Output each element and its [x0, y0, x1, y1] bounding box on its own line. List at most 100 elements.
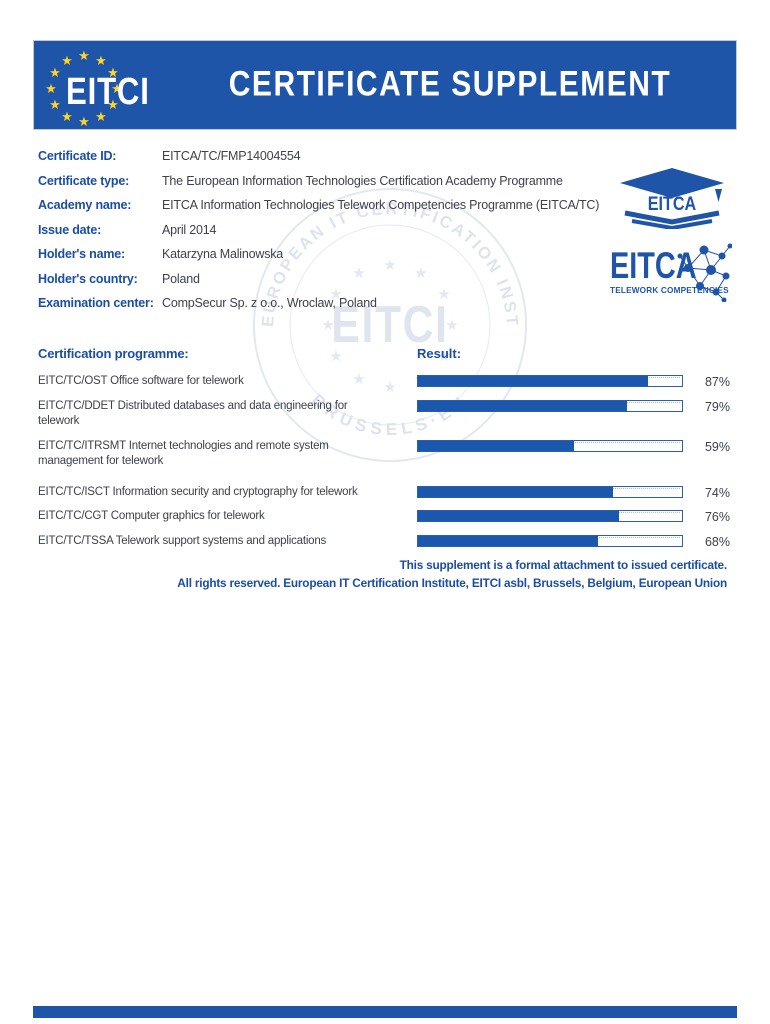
result-progress-fill: [418, 511, 619, 521]
svg-text:★: ★: [111, 81, 123, 96]
watermark-outer-ring: [253, 188, 527, 462]
programme-row-label: EITC/TC/ISCT Information security and cr…: [38, 485, 358, 498]
svg-text:★: ★: [383, 257, 396, 274]
detail-label: Issue date:: [38, 222, 102, 237]
bottom-bar: [33, 1006, 737, 1018]
svg-text:★: ★: [437, 348, 450, 365]
cap-base-layer-1: [624, 210, 720, 225]
detail-label: Certificate type:: [38, 173, 130, 188]
detail-label: Certificate ID:: [38, 149, 117, 163]
programme-header: Certification programme: Result:: [38, 346, 730, 362]
result-progress-fill: [418, 535, 598, 546]
result-percent: 59%: [704, 439, 730, 454]
watermark-inner-ring: [289, 224, 491, 426]
result-progress-bar: [417, 510, 683, 522]
eitci-logo-text: EITCI: [66, 71, 150, 113]
svg-text:★: ★: [437, 286, 450, 303]
detail-value: Poland: [162, 271, 200, 286]
footer-line-2: All rights reserved. European IT Certifi…: [177, 576, 727, 590]
footer-line-1: This supplement is a formal attachment t…: [399, 558, 728, 572]
watermark-center-text-group: EITCI: [331, 296, 448, 354]
banner-title-wrap: CERTIFICATE SUPPLEMENT: [174, 41, 726, 129]
detail-value: EITCA Information Technologies Telework …: [162, 198, 600, 212]
result-percent: 79%: [704, 399, 730, 414]
watermark-stars-ring: ★★★ ★★★ ★★★ ★★★: [321, 257, 458, 396]
result-percent: 68%: [704, 534, 730, 549]
cap-base-layer-2: [631, 219, 713, 229]
programme-row-label: EITC/TC/TSSA Telework support systems an…: [38, 534, 327, 547]
svg-text:★: ★: [321, 317, 334, 334]
footer-notice: This supplement is a formal attachment t…: [177, 556, 727, 592]
result-percent: 76%: [704, 510, 730, 524]
svg-text:★: ★: [61, 109, 73, 124]
svg-text:★: ★: [45, 81, 57, 96]
watermark-center-text: EITCI: [331, 296, 448, 354]
result-progress-fill: [418, 400, 627, 411]
header-banner: ★ ★ ★ ★ ★ ★ ★ ★ ★ ★ ★ ★ EITCI CERTIFICATE SUPPLE…: [33, 40, 737, 130]
svg-text:★: ★: [107, 97, 119, 112]
programme-rows: EITC/TC/OST Office software for telework…: [38, 374, 730, 549]
detail-value: CompSecur Sp. z o.o., Wroclaw, Poland: [162, 296, 377, 310]
programme-row-label: EITC/TC/CGT Computer graphics for telewo…: [38, 510, 265, 522]
programme-row: EITC/TC/ITRSMT Internet technologies and…: [38, 439, 730, 470]
svg-text:★: ★: [49, 97, 61, 112]
cap-board: [620, 168, 724, 198]
svg-text:★: ★: [414, 265, 427, 282]
svg-text:★: ★: [49, 65, 61, 80]
cap-tassel: [715, 189, 722, 202]
programme-row: EITC/TC/ISCT Information security and cr…: [38, 485, 730, 501]
result-percent: 74%: [704, 485, 730, 500]
eitci-logo-text-group: EITCI: [66, 71, 150, 113]
svg-text:★: ★: [352, 265, 365, 282]
result-progress-bar: [417, 485, 683, 498]
svg-text:★: ★: [383, 379, 396, 396]
result-progress-fill: [418, 376, 648, 386]
svg-text:★: ★: [107, 65, 119, 80]
detail-label: Holder's name:: [38, 247, 126, 261]
result-progress-bar: [417, 399, 683, 412]
svg-text:★: ★: [78, 48, 90, 63]
detail-value: EITCA/TC/FMP14004554: [162, 149, 301, 163]
detail-label: Academy name:: [38, 198, 132, 212]
programme-heading: Certification programme:: [38, 346, 189, 361]
programme-row: EITC/TC/DDET Distributed databases and d…: [38, 399, 730, 430]
cap-logo-text: EITCA: [648, 193, 697, 215]
result-progress-fill: [418, 440, 574, 451]
result-heading: Result:: [417, 346, 462, 361]
page-title: CERTIFICATE SUPPLEMENT: [228, 64, 672, 104]
result-progress-fill: [418, 486, 614, 497]
programme-row-label: EITC/TC/OST Office software for telework: [38, 375, 244, 387]
detail-value: Katarzyna Malinowska: [162, 247, 284, 261]
programme-row: EITC/TC/OST Office software for telework…: [38, 374, 730, 390]
eitca-academy-cap-logo: EITCA: [620, 168, 724, 229]
telework-logo-subtitle: TELEWORK COMPETENCIES: [610, 286, 729, 295]
result-percent: 87%: [704, 375, 730, 389]
svg-text:★: ★: [352, 371, 365, 388]
programme-row-label: EITC/TC/ITRSMT Internet technologies and…: [38, 439, 329, 468]
network-graph-icon: [677, 243, 732, 302]
details-rows: Certificate ID: EITCA/TC/FMP14004554 Cer…: [38, 149, 600, 311]
result-progress-bar: [417, 534, 683, 547]
svg-text:★: ★: [329, 348, 342, 365]
svg-text:★: ★: [329, 286, 342, 303]
programme-row: EITC/TC/TSSA Telework support systems an…: [38, 534, 730, 550]
eitci-eu-stars-logo: ★ ★★ ★★★ ★★★ ★★★ EITCI: [45, 48, 150, 127]
svg-text:★: ★: [445, 317, 458, 334]
detail-value: The European Information Technologies Ce…: [162, 173, 563, 188]
svg-text:★: ★: [61, 53, 73, 68]
telework-logo-text: EITCA: [610, 246, 697, 287]
detail-label: Examination center:: [38, 296, 154, 310]
eu-stars-circle: ★ ★★ ★★★ ★★★ ★★★: [45, 48, 123, 127]
result-progress-bar: [417, 375, 683, 387]
result-progress-bar: [417, 439, 683, 452]
eitci-watermark-seal: EUROPEAN IT CERTIFICATION INSTITUTE·ASBL…: [253, 188, 527, 462]
detail-value: April 2014: [162, 222, 217, 237]
programme-section: Certification programme: Result: EITC/TC…: [38, 346, 730, 558]
eitca-telework-logo: EITCA TELEWORK COMPETENCIES: [610, 243, 732, 302]
svg-text:★: ★: [95, 53, 107, 68]
programme-row: EITC/TC/CGT Computer graphics for telewo…: [38, 509, 730, 525]
svg-text:★: ★: [95, 109, 107, 124]
svg-text:★: ★: [78, 114, 90, 127]
detail-label: Holder's country:: [38, 271, 138, 286]
